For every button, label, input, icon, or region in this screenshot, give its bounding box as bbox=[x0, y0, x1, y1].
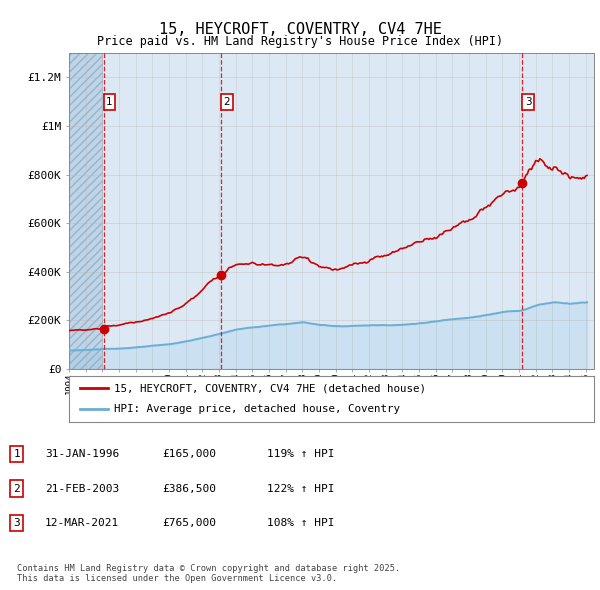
Text: 122% ↑ HPI: 122% ↑ HPI bbox=[267, 484, 335, 493]
Text: 15, HEYCROFT, COVENTRY, CV4 7HE (detached house): 15, HEYCROFT, COVENTRY, CV4 7HE (detache… bbox=[113, 384, 425, 394]
Text: 3: 3 bbox=[524, 97, 531, 107]
Text: £386,500: £386,500 bbox=[162, 484, 216, 493]
Bar bbox=[69, 53, 103, 369]
Text: £165,000: £165,000 bbox=[162, 450, 216, 459]
Text: 119% ↑ HPI: 119% ↑ HPI bbox=[267, 450, 335, 459]
Text: 21-FEB-2003: 21-FEB-2003 bbox=[45, 484, 119, 493]
Text: 108% ↑ HPI: 108% ↑ HPI bbox=[267, 518, 335, 527]
Text: 12-MAR-2021: 12-MAR-2021 bbox=[45, 518, 119, 527]
Text: 2: 2 bbox=[224, 97, 230, 107]
Text: Contains HM Land Registry data © Crown copyright and database right 2025.
This d: Contains HM Land Registry data © Crown c… bbox=[17, 563, 400, 583]
Text: 31-JAN-1996: 31-JAN-1996 bbox=[45, 450, 119, 459]
Text: 15, HEYCROFT, COVENTRY, CV4 7HE: 15, HEYCROFT, COVENTRY, CV4 7HE bbox=[158, 22, 442, 37]
Text: Price paid vs. HM Land Registry's House Price Index (HPI): Price paid vs. HM Land Registry's House … bbox=[97, 35, 503, 48]
Text: 1: 1 bbox=[13, 450, 20, 459]
Text: 2: 2 bbox=[13, 484, 20, 493]
Text: 3: 3 bbox=[13, 518, 20, 527]
Text: HPI: Average price, detached house, Coventry: HPI: Average price, detached house, Cove… bbox=[113, 404, 400, 414]
Text: £765,000: £765,000 bbox=[162, 518, 216, 527]
Text: 1: 1 bbox=[106, 97, 113, 107]
